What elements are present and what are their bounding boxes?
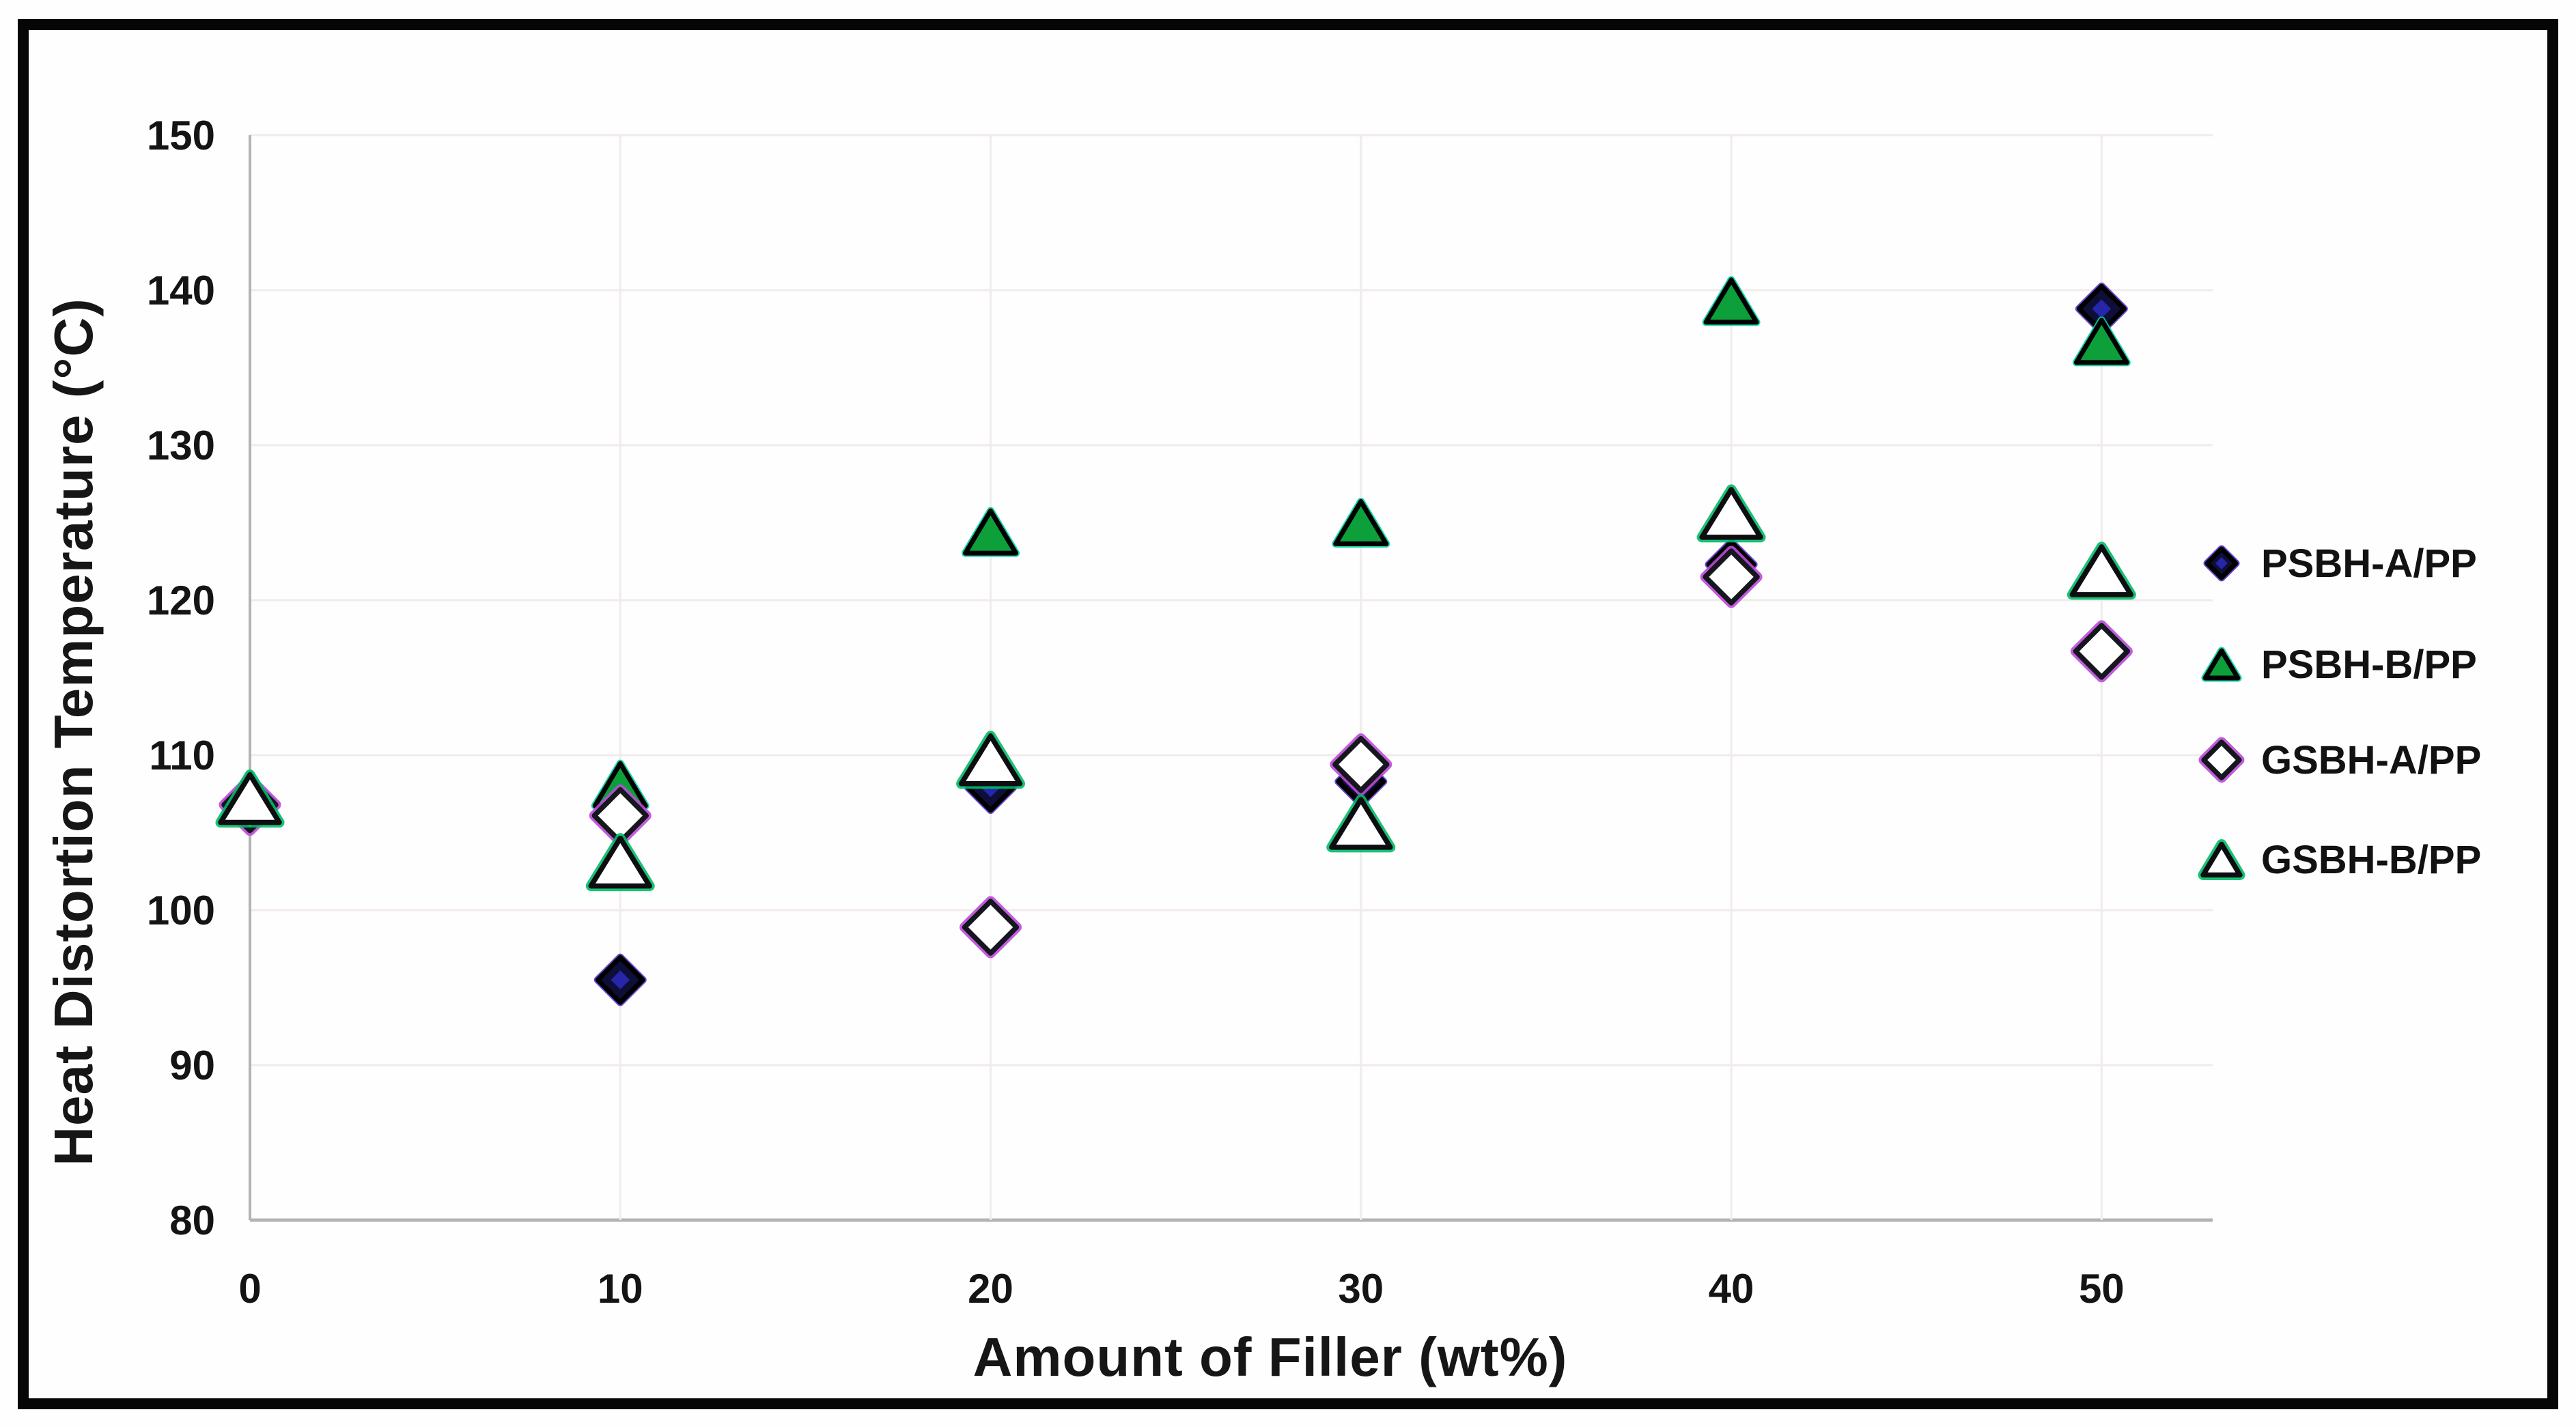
marker-triangle-filled <box>1332 498 1390 548</box>
x-tick-label: 20 <box>968 1266 1013 1312</box>
legend-marker-triangle-filled <box>2201 647 2242 682</box>
legend-marker-triangle-open <box>2198 839 2245 880</box>
y-tick-label: 80 <box>169 1198 215 1243</box>
marker-diamond-open <box>960 896 1022 959</box>
y-tick-label: 90 <box>169 1043 215 1088</box>
legend-label: PSBH-A/PP <box>2261 541 2477 586</box>
legend-item-gsbh-b-pp: GSBH-B/PP <box>2189 830 2481 889</box>
marker-diamond-open <box>1330 733 1392 796</box>
marker-triangle-open <box>1326 794 1396 853</box>
legend-label: PSBH-B/PP <box>2261 642 2477 687</box>
y-tick-label: 100 <box>147 888 215 933</box>
series-PSBH-B/PP <box>221 276 2131 821</box>
legend-label: GSBH-B/PP <box>2261 837 2482 882</box>
marker-diamond-open <box>2198 737 2245 783</box>
marker-diamond-filled <box>2203 545 2240 582</box>
marker-diamond-open <box>2070 620 2133 683</box>
marker-triangle-open <box>2198 839 2245 880</box>
legend-label: GSBH-A/PP <box>2261 737 2482 782</box>
marker-triangle-filled <box>962 507 1020 557</box>
x-tick-label: 50 <box>2079 1266 2125 1312</box>
marker-triangle-filled <box>2072 316 2131 367</box>
series-GSBH-A/PP <box>219 546 2133 959</box>
x-axis-title: Amount of Filler (wt%) <box>972 1327 1568 1387</box>
marker-triangle-filled <box>1702 276 1761 326</box>
marker-triangle-open <box>215 769 285 828</box>
legend-item-gsbh-a-pp: GSBH-A/PP <box>2189 731 2481 789</box>
legend-item-psbh-b-pp: PSBH-B/PP <box>2189 635 2477 694</box>
y-tick-label: 140 <box>147 268 215 313</box>
legend-marker-diamond-filled <box>2203 545 2240 582</box>
marker-triangle-open <box>2067 541 2136 600</box>
marker-triangle-filled <box>2201 647 2242 682</box>
series-GSBH-B/PP <box>215 484 2136 892</box>
x-tick-label: 30 <box>1338 1266 1384 1312</box>
legend-item-psbh-a-pp: PSBH-A/PP <box>2189 534 2477 593</box>
x-tick-label: 40 <box>1709 1266 1754 1312</box>
marker-diamond-open <box>1700 546 1763 608</box>
marker-triangle-open <box>956 731 1026 789</box>
y-tick-label: 150 <box>147 113 215 158</box>
x-tick-label: 10 <box>598 1266 643 1312</box>
marker-triangle-open <box>1696 484 1766 543</box>
x-tick-label: 0 <box>238 1266 261 1312</box>
y-tick-label: 120 <box>147 578 215 623</box>
y-tick-label: 110 <box>149 733 215 778</box>
legend-marker-diamond-open <box>2198 737 2245 783</box>
series-PSBH-A/PP <box>223 282 2128 1006</box>
marker-diamond-filled <box>593 953 647 1006</box>
marker-triangle-open <box>585 833 655 892</box>
y-tick-label: 130 <box>147 423 215 468</box>
y-axis-title: Heat Distortion Temperature (°C) <box>43 298 104 1166</box>
